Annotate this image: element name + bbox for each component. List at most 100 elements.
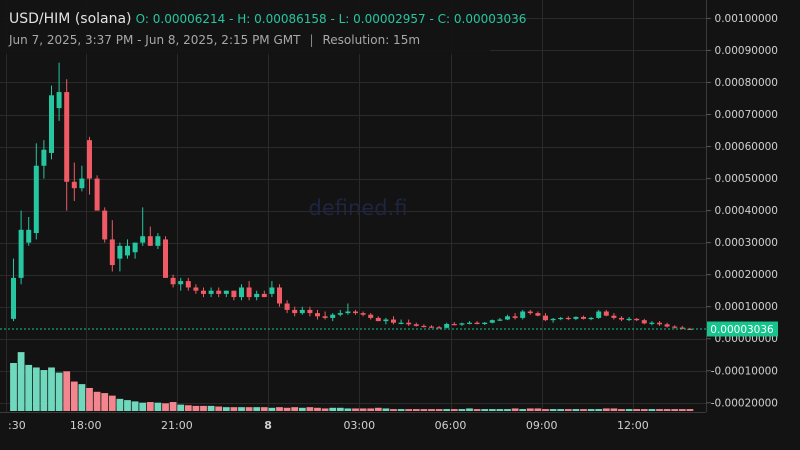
volume-bar [374, 407, 382, 411]
volume-bar [534, 408, 542, 411]
candle-body [603, 311, 609, 316]
volume-bar [420, 409, 428, 411]
volume-bar [618, 409, 625, 411]
volume-bar [169, 402, 177, 411]
candle-body [147, 236, 153, 246]
candle [527, 309, 533, 315]
candle [208, 287, 214, 298]
candle-body [322, 316, 328, 318]
candle [573, 316, 579, 321]
volume-bar [70, 381, 78, 411]
volume-bar [63, 371, 71, 411]
volume-bar [686, 409, 694, 411]
price-axis[interactable]: 0.00100000 0.00090000 0.00080000 0.00070000… [706, 13, 778, 409]
candle-body [125, 245, 130, 256]
candle [11, 258, 16, 322]
candle-body [79, 178, 85, 189]
candle-body [117, 245, 123, 259]
candle [147, 226, 153, 246]
volume-bar [245, 407, 253, 411]
candle [459, 322, 465, 326]
candle-body [299, 309, 305, 314]
candle [353, 309, 358, 315]
candle [41, 140, 47, 179]
candle [49, 85, 54, 160]
candle [132, 242, 138, 259]
candle [125, 239, 130, 259]
candle-body [208, 290, 214, 294]
candle [383, 317, 389, 325]
candle-body [368, 314, 374, 318]
candle-body [163, 239, 168, 278]
candle [261, 290, 267, 298]
volume-bar [610, 408, 618, 411]
volume-bar [443, 409, 451, 411]
volume-bar [466, 408, 473, 411]
time-axis[interactable]: :30 18:00 21:00 8 03:00 06:00 09:00 12:00 [8, 419, 649, 432]
candle-body [223, 290, 229, 294]
candle-body [261, 293, 267, 298]
volume-bar [238, 407, 245, 411]
candle-body [497, 319, 503, 321]
volume-bar [504, 409, 511, 411]
candle [398, 319, 404, 325]
candle-body [482, 322, 488, 324]
volume-bar [473, 409, 481, 411]
candle [246, 281, 252, 301]
y-tick-label: -0.00010000 [711, 365, 778, 377]
candle-body [474, 322, 480, 324]
volume-bar [215, 406, 223, 411]
candle-body [657, 322, 662, 325]
volume-bar [32, 367, 40, 411]
volume-bar [344, 408, 352, 411]
y-tick-label: -0.00020000 [711, 397, 778, 409]
volume-bar [131, 401, 139, 411]
candle-body [451, 323, 457, 326]
last-price-label-box [707, 321, 778, 337]
volume-bar [200, 405, 207, 411]
candle-body [672, 326, 678, 328]
candle-body [467, 322, 472, 324]
volume-bar [184, 405, 192, 411]
candle [170, 274, 176, 288]
candle [322, 311, 328, 320]
candle-body [444, 323, 450, 328]
candle [603, 309, 609, 317]
candle-body [550, 318, 556, 321]
candle [71, 162, 77, 201]
candle-body [535, 313, 541, 316]
volume-bar [78, 384, 86, 411]
candle [535, 311, 541, 317]
candle [216, 287, 222, 298]
y-tick-label: 0.00030000 [715, 237, 778, 249]
volume-bar [48, 367, 55, 411]
candle [657, 321, 662, 326]
candle [163, 236, 168, 278]
volume-bar [146, 402, 154, 411]
candle [254, 290, 260, 301]
candle [581, 315, 586, 320]
volume-bar [428, 409, 435, 411]
candle [649, 321, 655, 326]
volume-bar [283, 407, 291, 411]
volume-bar [640, 409, 648, 411]
candle [444, 322, 450, 329]
volume-bar [17, 352, 25, 411]
candle [330, 313, 336, 322]
candle-body [193, 287, 199, 291]
candle-body [436, 327, 442, 329]
candle [315, 309, 320, 320]
y-tick-label: 0.00010000 [715, 301, 778, 313]
candle [94, 175, 100, 211]
candle-body [520, 311, 526, 318]
candle-body [360, 313, 366, 315]
candle-body [664, 324, 670, 327]
candle-body [489, 320, 495, 323]
candles [11, 62, 693, 331]
candle-body [170, 277, 176, 285]
candle-body [337, 313, 343, 315]
candle-body [315, 313, 320, 317]
volume-bar [595, 409, 603, 411]
